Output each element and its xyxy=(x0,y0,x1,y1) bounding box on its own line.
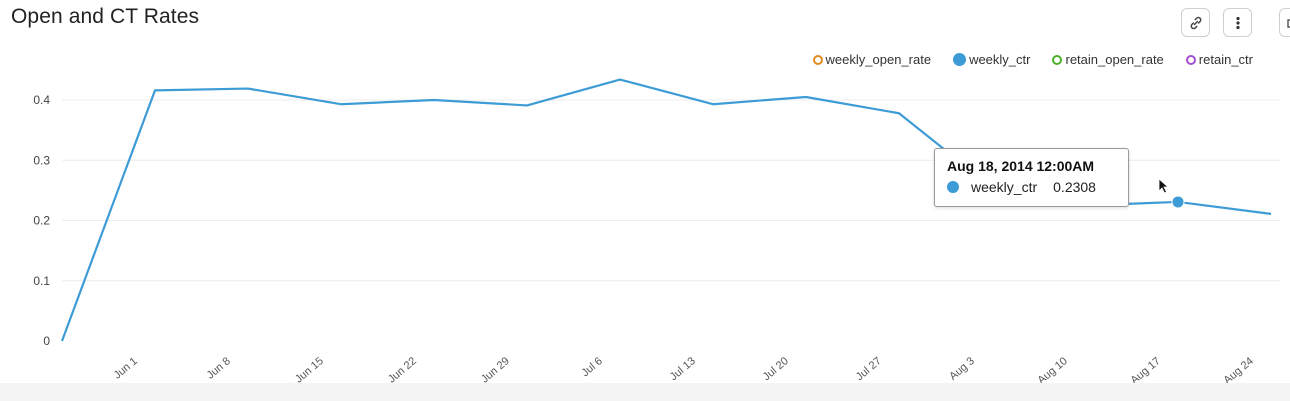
y-tick-label: 0.2 xyxy=(33,214,50,228)
legend-item-weekly-open-rate[interactable]: weekly_open_rate xyxy=(812,52,932,67)
save-button[interactable] xyxy=(1279,8,1290,37)
chart-legend: weekly_open_rate weekly_ctr retain_open_ra… xyxy=(812,52,1253,67)
legend-marker xyxy=(812,54,823,65)
x-tick-label: Jun 22 xyxy=(386,355,419,385)
legend-item-retain-open-rate[interactable]: retain_open_rate xyxy=(1052,52,1164,67)
tooltip-series-name: weekly_ctr xyxy=(971,179,1038,195)
legend-marker xyxy=(953,53,967,66)
legend-label: weekly_open_rate xyxy=(825,52,932,67)
x-tick-label: Aug 10 xyxy=(1035,355,1069,387)
legend-item-retain-ctr[interactable]: retain_ctr xyxy=(1185,52,1253,67)
x-tick-label: Jul 13 xyxy=(668,355,698,383)
tooltip-series-dot xyxy=(947,181,959,193)
legend-label: weekly_ctr xyxy=(969,52,1031,67)
legend-marker xyxy=(1185,54,1196,65)
more-vertical-icon xyxy=(1235,16,1240,29)
y-tick-label: 0.3 xyxy=(33,153,50,167)
tooltip-value: 0.2308 xyxy=(1053,179,1096,195)
legend-label: retain_open_rate xyxy=(1065,52,1164,67)
tooltip-title: Aug 18, 2014 12:00AM xyxy=(947,158,1095,174)
panel-bottom-strip xyxy=(0,383,1290,401)
x-tick-label: Aug 3 xyxy=(947,355,977,383)
y-tick-label: 0.1 xyxy=(33,274,50,288)
legend-item-weekly-ctr[interactable]: weekly_ctr xyxy=(953,52,1030,67)
y-tick-label: 0 xyxy=(43,334,50,348)
x-tick-label: Jun 1 xyxy=(112,355,140,381)
x-tick-label: Jul 6 xyxy=(579,355,605,379)
y-tick-label: 0.4 xyxy=(33,93,50,107)
chart-tooltip: Aug 18, 2014 12:00AM weekly_ctr 0.2308 xyxy=(934,148,1129,207)
link-button[interactable] xyxy=(1181,8,1210,37)
save-icon xyxy=(1286,18,1290,28)
x-tick-label: Aug 24 xyxy=(1221,355,1255,387)
link-icon xyxy=(1190,16,1201,29)
panel-title: Open and CT Rates xyxy=(11,5,200,28)
x-tick-label: Jun 29 xyxy=(479,355,512,385)
x-tick-label: Aug 17 xyxy=(1128,355,1162,387)
x-tick-label: Jul 27 xyxy=(854,355,884,383)
tooltip-row: weekly_ctr 0.2308 xyxy=(947,179,1116,195)
more-options-button[interactable] xyxy=(1223,8,1252,37)
x-tick-label: Jul 20 xyxy=(761,355,791,383)
x-tick-label: Jun 15 xyxy=(293,355,326,385)
series-line-weekly-ctr xyxy=(60,78,1272,342)
legend-marker xyxy=(1052,54,1063,65)
highlighted-data-point xyxy=(1171,195,1185,209)
mouse-pointer-icon xyxy=(1158,178,1170,194)
x-tick-label: Jun 8 xyxy=(205,355,233,381)
legend-label: retain_ctr xyxy=(1198,52,1253,67)
